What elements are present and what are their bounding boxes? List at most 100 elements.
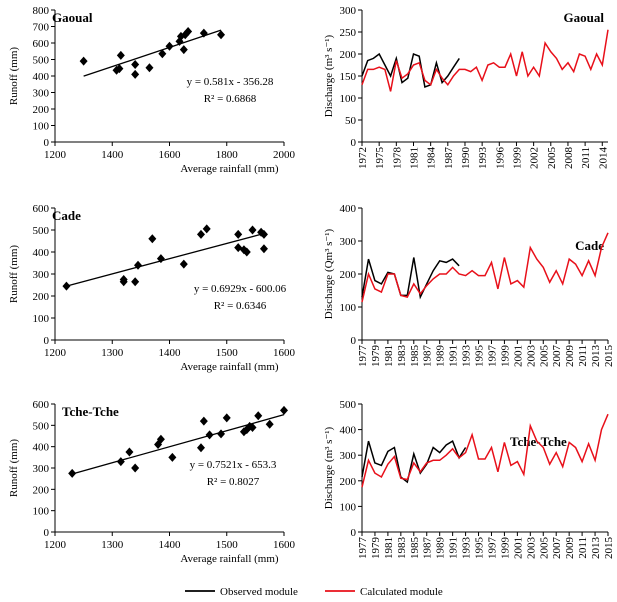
- x-tick-label: 2003: [525, 537, 537, 560]
- x-tick-label: 1981: [383, 345, 395, 367]
- y-tick-label: 500: [33, 55, 50, 67]
- x-tick-label: 1977: [357, 537, 369, 560]
- x-tick-label: 2005: [538, 537, 550, 560]
- x-tick-label: 1979: [370, 345, 382, 368]
- point: [156, 254, 165, 264]
- x-tick-label: 1991: [448, 345, 460, 367]
- y-tick-label: 200: [340, 269, 357, 281]
- point: [199, 28, 208, 38]
- series-line: [361, 257, 460, 300]
- point: [62, 281, 71, 291]
- x-tick-label: 2014: [597, 147, 609, 170]
- point: [259, 229, 268, 239]
- x-tick-label: 1989: [435, 537, 447, 560]
- y-tick-label: 800: [33, 5, 50, 17]
- y-tick-label: 300: [33, 463, 50, 475]
- point: [196, 229, 205, 239]
- x-tick-label: 1981: [383, 537, 395, 559]
- x-tick-label: 1978: [391, 147, 403, 170]
- trendline: [66, 232, 265, 287]
- x-tick-label: 1800: [216, 149, 239, 161]
- x-tick-label: 2005: [546, 147, 558, 170]
- point: [280, 405, 288, 415]
- y-axis-label: Runoff (mm): [8, 47, 20, 105]
- point: [134, 260, 143, 270]
- y-tick-label: 200: [33, 104, 50, 116]
- y-tick-label: 600: [33, 399, 50, 411]
- y-tick-label: 700: [33, 22, 50, 34]
- y-axis-label: Discharge (Qm³ s⁻¹): [323, 228, 335, 319]
- y-tick-label: 400: [340, 425, 357, 437]
- x-tick-label: 1400: [101, 149, 124, 161]
- point: [158, 49, 167, 59]
- annotation: y = 0.581x - 356.28: [187, 76, 274, 88]
- x-tick-label: 1997: [486, 537, 498, 560]
- y-tick-label: 250: [340, 27, 357, 39]
- x-tick-label: 1400: [159, 539, 182, 551]
- annotation: y = 0.7521x - 653.3: [190, 459, 277, 471]
- x-tick-label: 2015: [603, 537, 615, 560]
- point: [217, 429, 226, 439]
- x-tick-label: 1400: [159, 347, 182, 359]
- x-tick-label: 2009: [564, 345, 576, 368]
- y-tick-label: 400: [33, 71, 50, 83]
- y-tick-label: 100: [340, 302, 357, 314]
- x-tick-label: 1985: [409, 537, 421, 560]
- x-tick-label: 2003: [525, 345, 537, 368]
- trendline: [83, 29, 222, 77]
- x-tick-label: 2009: [564, 537, 576, 560]
- point: [131, 69, 140, 79]
- point: [131, 463, 140, 473]
- y-tick-label: 400: [33, 442, 50, 454]
- x-tick-label: 1997: [486, 345, 498, 368]
- x-tick-label: 1993: [461, 345, 473, 368]
- y-tick-label: 200: [33, 291, 50, 303]
- point: [131, 277, 140, 287]
- point: [259, 244, 268, 254]
- point: [68, 468, 77, 478]
- point: [199, 416, 208, 426]
- x-tick-label: 1200: [44, 149, 67, 161]
- annotation: R² = 0.6346: [214, 300, 267, 312]
- point: [115, 64, 124, 74]
- x-tick-label: 1990: [460, 147, 472, 170]
- point: [202, 224, 211, 234]
- y-tick-label: 500: [33, 420, 50, 432]
- point: [131, 59, 140, 69]
- y-axis-label: Runoff (mm): [8, 439, 20, 497]
- point: [165, 41, 174, 51]
- y-tick-label: 0: [351, 335, 357, 347]
- y-tick-label: 0: [351, 137, 357, 149]
- chart-title: Gaoual: [52, 10, 93, 25]
- y-tick-label: 50: [345, 115, 357, 127]
- x-tick-label: 2011: [577, 537, 589, 559]
- y-tick-label: 0: [44, 335, 50, 347]
- point: [125, 447, 134, 457]
- y-tick-label: 0: [351, 527, 357, 539]
- x-tick-label: 2001: [512, 345, 524, 367]
- annotation: y = 0.6929x - 600.06: [194, 283, 287, 295]
- x-tick-label: 1993: [477, 147, 489, 170]
- x-tick-label: 1996: [494, 147, 506, 170]
- x-tick-label: 1983: [396, 537, 408, 560]
- point: [242, 247, 251, 257]
- x-tick-label: 1300: [101, 539, 124, 551]
- point: [156, 434, 165, 444]
- x-tick-label: 1979: [370, 537, 382, 560]
- x-tick-label: 1987: [443, 147, 455, 170]
- x-tick-label: 2000: [273, 149, 296, 161]
- x-tick-label: 1981: [408, 147, 420, 169]
- annotation: R² = 0.6868: [204, 93, 257, 105]
- y-tick-label: 200: [340, 49, 357, 61]
- point: [248, 422, 257, 432]
- x-axis-label: Average rainfall (mm): [180, 163, 278, 175]
- chart-title: Cade: [575, 238, 604, 253]
- point: [248, 225, 257, 235]
- x-axis-label: Average rainfall (mm): [180, 553, 278, 565]
- point: [148, 234, 157, 244]
- x-tick-label: 1984: [426, 147, 438, 170]
- y-axis-label: Runoff (mm): [8, 245, 20, 303]
- y-axis-label: Discharge (m³ s⁻¹): [323, 426, 335, 509]
